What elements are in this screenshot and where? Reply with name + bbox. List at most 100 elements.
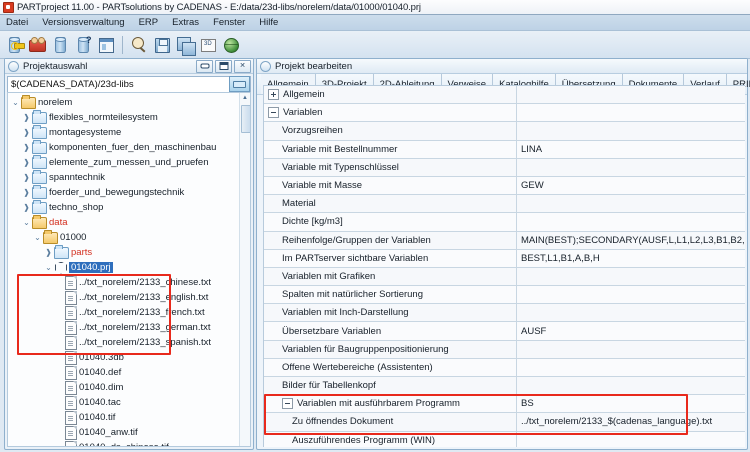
tree-item[interactable]: 01040.tac [8,395,250,410]
tab-verlauf[interactable]: Verlauf [684,74,727,94]
property-row[interactable]: Variablen mit Inch-Darstellung [264,304,745,323]
property-value-cell[interactable] [517,104,745,121]
property-value-cell[interactable] [517,341,745,358]
tree-item[interactable]: ⌄ data [8,215,250,230]
database-help-icon[interactable]: ? [73,35,92,54]
collapse-minus-icon[interactable] [268,107,279,119]
property-value-cell[interactable]: MAIN(BEST);SECONDARY(AUSF,L,L1,L2,L3,B1,… [517,232,745,249]
tree-item[interactable]: ⌄ norelem [8,95,250,110]
property-row[interactable]: Spalten mit natürlicher Sortierung [264,286,745,305]
property-row[interactable]: Variablen für Baugruppenpositionierung [264,340,745,359]
property-row[interactable]: Material [264,195,745,214]
tree-item[interactable]: 01040_ds_chinese.tif [8,440,250,446]
globe-icon[interactable] [221,35,240,54]
property-value-cell[interactable] [517,432,745,447]
tree-item[interactable]: ⌄ 01040.prj [8,260,250,275]
tree-item[interactable]: ❱ komponenten_fuer_den_maschinenbau [8,140,250,155]
tree-item[interactable]: ../txt_norelem/2133_english.txt [8,290,250,305]
tree-item[interactable]: ../txt_norelem/2133_spanish.txt [8,335,250,350]
tree-item[interactable]: 01040.3db [8,350,250,365]
tree-item[interactable]: ❱ parts [8,245,250,260]
tree-item[interactable]: ❱ foerder_und_bewegungstechnik [8,185,250,200]
browse-folder-button[interactable] [229,76,250,92]
property-row[interactable]: Zu öffnendes Dokument ../txt_norelem/2133… [264,413,745,432]
property-value-cell[interactable] [517,359,745,376]
property-value-cell[interactable]: AUSF [517,322,745,339]
chevron-down-icon[interactable]: ⌄ [23,217,30,227]
property-value-cell[interactable]: ../txt_norelem/2133_$(cadenas_language).… [517,413,745,430]
property-row[interactable]: Allgemein [264,86,745,105]
tree-item[interactable]: 01040.def [8,365,250,380]
property-row[interactable]: Variable mit Bestellnummer LINA [264,140,745,159]
maximize-button[interactable] [215,59,232,73]
menu-versionsverwaltung[interactable]: Versionsverwaltung [42,17,125,28]
close-button[interactable]: ✕ [234,59,251,73]
chevron-right-icon[interactable]: ❱ [23,157,30,167]
database-icon[interactable] [50,35,69,54]
preview-3d-icon[interactable] [198,35,217,54]
tree-item[interactable]: ../txt_norelem/2133_french.txt [8,305,250,320]
save-icon[interactable] [152,35,171,54]
property-row[interactable]: Reihenfolge/Gruppen der Variablen MAIN(BE… [264,231,745,250]
property-value-cell[interactable] [517,377,745,394]
property-row[interactable]: Vorzugsreihen [264,122,745,141]
menu-fenster[interactable]: Fenster [213,17,246,28]
tree-item[interactable]: ❱ montagesysteme [8,125,250,140]
tree-item[interactable]: ❱ techno_shop [8,200,250,215]
property-row[interactable]: Bilder für Tabellenkopf [264,377,745,396]
chevron-right-icon[interactable]: ❱ [23,112,30,122]
tree-item[interactable]: ../txt_norelem/2133_chinese.txt [8,275,250,290]
property-row[interactable]: Auszuführendes Programm (WIN) [264,431,745,447]
property-row[interactable]: Variablen [264,104,745,123]
tab-printcatalog[interactable]: PRINTcatalog [727,74,750,94]
tree-item[interactable]: ⌄ 01000 [8,230,250,245]
property-row[interactable]: Übersetzbare Variablen AUSF [264,322,745,341]
tree-item[interactable]: 01040.tif [8,410,250,425]
property-value-cell[interactable]: BS [517,395,745,412]
property-row[interactable]: Variablen mit Grafiken [264,267,745,287]
user-management-icon[interactable] [27,35,46,54]
save-all-icon[interactable] [175,35,196,56]
property-row[interactable]: Dichte [kg/m3] [264,213,745,232]
property-row[interactable]: Im PARTserver sichtbare Variablen BEST,L1… [264,249,745,268]
property-value-cell[interactable] [517,286,745,303]
property-row[interactable]: Variable mit Typenschlüssel [264,158,745,177]
tree-item[interactable]: 01040.dim [8,380,250,395]
minimize-button[interactable] [196,59,213,73]
chevron-down-icon[interactable]: ⌄ [12,97,19,107]
chevron-right-icon[interactable]: ❱ [23,127,30,137]
property-row[interactable]: Variable mit Masse GEW [264,176,745,196]
database-key-icon[interactable] [4,35,25,54]
tree-item[interactable]: ../txt_norelem/2133_german.txt [8,320,250,335]
scrollbar-thumb[interactable] [241,105,250,133]
chevron-down-icon[interactable]: ⌄ [34,232,41,242]
chevron-right-icon[interactable]: ❱ [23,142,30,152]
collapse-minus-icon[interactable] [282,398,293,410]
property-value-cell[interactable]: LINA [517,141,745,158]
property-value-cell[interactable] [517,86,745,103]
chevron-right-icon[interactable]: ❱ [45,247,52,257]
window-layout-icon[interactable] [96,35,115,54]
tab-3d-projekt[interactable]: 3D-Projekt [316,74,374,94]
tree-item[interactable]: ❱ flexibles_normteilesystem [8,110,250,125]
tab--bersetzung[interactable]: Übersetzung [556,74,623,94]
tree-item[interactable]: ❱ spanntechnik [8,170,250,185]
tree-item[interactable]: ❱ elemente_zum_messen_und_pruefen [8,155,250,170]
tree-vertical-scrollbar[interactable]: ▲ [239,93,250,446]
property-grid[interactable]: Allgemein Variablen Vorzugsreihen Variable … [263,85,745,447]
project-tree[interactable]: ⌄ norelem ❱ flexibles_normteilesystem ❱ monta… [7,92,251,447]
tree-item[interactable]: 01040_anw.tif [8,425,250,440]
chevron-right-icon[interactable]: ❱ [23,172,30,182]
property-value-cell[interactable] [517,122,745,139]
search-magnifier-icon[interactable] [129,35,148,54]
property-row[interactable]: Variablen mit ausführbarem Programm BS [264,395,745,414]
tab-dokumente[interactable]: Dokumente [623,74,685,94]
tab-kataloghilfe[interactable]: Kataloghilfe [493,74,556,94]
tab-verweise[interactable]: Verweise [442,74,494,94]
property-value-cell[interactable] [517,195,745,212]
property-row[interactable]: Offene Wertebereiche (Assistenten) [264,358,745,377]
menu-hilfe[interactable]: Hilfe [259,17,279,28]
property-value-cell[interactable] [517,213,745,230]
tab-2d-ableitung[interactable]: 2D-Ableitung [374,74,442,94]
catalog-path-combobox[interactable]: $(CADENAS_DATA)/23d-libs [7,76,251,93]
